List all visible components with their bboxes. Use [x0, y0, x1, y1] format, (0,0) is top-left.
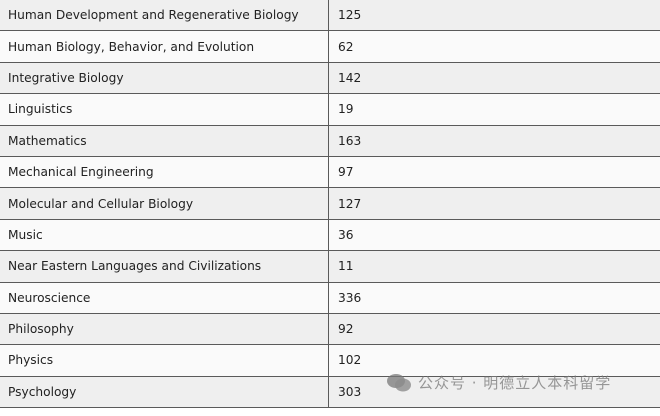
table-row: Physics 102 — [0, 344, 660, 377]
count-cell: 336 — [328, 281, 660, 314]
count-cell: 163 — [328, 124, 660, 157]
program-cell: Human Development and Regenerative Biolo… — [0, 0, 329, 32]
table-row: Philosophy 92 — [0, 312, 660, 346]
count-cell: 92 — [328, 312, 660, 346]
table-row: Linguistics 19 — [0, 93, 660, 126]
count-cell: 102 — [328, 344, 660, 377]
table-row: Integrative Biology 142 — [0, 61, 660, 95]
program-cell: Philosophy — [0, 312, 329, 346]
table-row: Psychology 303 — [0, 375, 660, 409]
watermark-text: 公众号 · 明德立人本科留学 — [418, 374, 612, 392]
program-cell: Mechanical Engineering — [0, 155, 329, 189]
program-cell: Linguistics — [0, 93, 329, 126]
program-cell: Psychology — [0, 375, 329, 409]
table-row: Music 36 — [0, 218, 660, 252]
table-row: Human Development and Regenerative Biolo… — [0, 0, 660, 32]
program-cell: Mathematics — [0, 124, 329, 157]
table-row: Mathematics 163 — [0, 124, 660, 157]
program-cell: Music — [0, 218, 329, 252]
count-cell: 142 — [328, 61, 660, 95]
program-cell: Physics — [0, 344, 329, 377]
watermark: 公众号 · 明德立人本科留学 — [386, 372, 611, 393]
table-row: Molecular and Cellular Biology 127 — [0, 187, 660, 220]
count-cell: 62 — [328, 30, 660, 63]
count-cell: 19 — [328, 93, 660, 126]
count-cell: 303 — [328, 375, 660, 409]
program-cell: Integrative Biology — [0, 61, 329, 95]
table-row: Mechanical Engineering 97 — [0, 155, 660, 189]
count-cell: 97 — [328, 155, 660, 189]
program-cell: Human Biology, Behavior, and Evolution — [0, 30, 329, 63]
program-cell: Molecular and Cellular Biology — [0, 187, 329, 220]
table-row: Human Biology, Behavior, and Evolution 62 — [0, 30, 660, 63]
count-cell: 127 — [328, 187, 660, 220]
count-cell: 125 — [328, 0, 660, 32]
wechat-icon — [387, 373, 411, 391]
count-cell: 36 — [328, 218, 660, 252]
table-row: Neuroscience 336 — [0, 281, 660, 314]
table-row: Near Eastern Languages and Civilizations… — [0, 250, 660, 283]
count-cell: 11 — [328, 250, 660, 283]
program-cell: Neuroscience — [0, 281, 329, 314]
program-cell: Near Eastern Languages and Civilizations — [0, 250, 329, 283]
